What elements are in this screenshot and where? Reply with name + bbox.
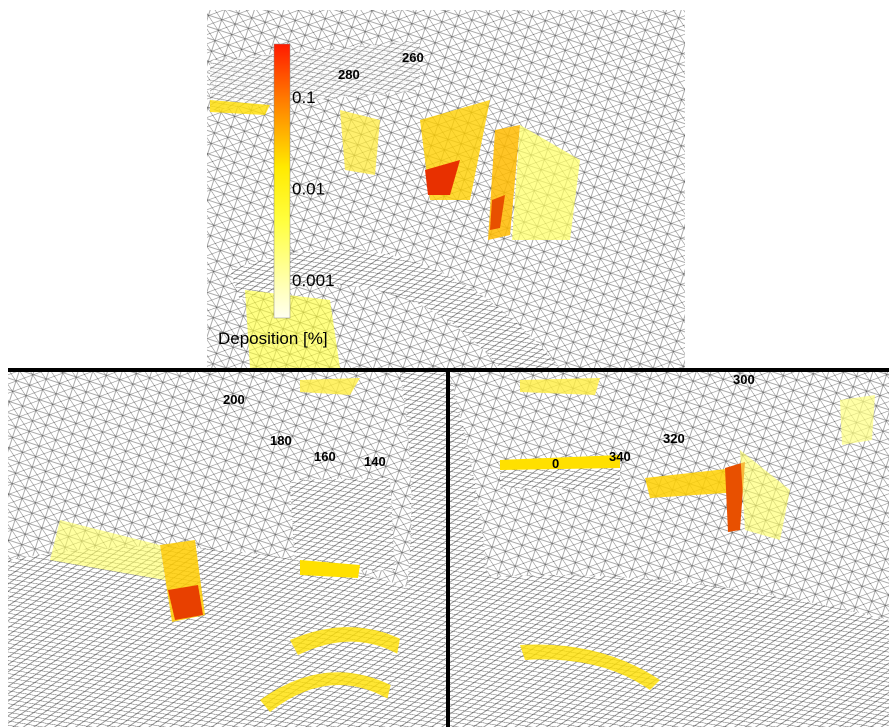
bottom-left-panel [8,372,447,727]
angle-label: 200 [223,392,245,407]
angle-label: 180 [270,433,292,448]
angle-label: 280 [338,67,360,82]
colorbar-tick: 0.01 [292,180,325,199]
visualization: Deposition [%] 0.1 0.01 0.001 260 280 200 180 1… [0,0,889,727]
bottom-right-panel [449,372,889,727]
angle-label: 0 [552,456,559,471]
page: Deposition [%] 0.1 0.01 0.001 260 280 200 180 1… [0,0,889,727]
angle-label: 320 [663,431,685,446]
colorbar [274,44,290,318]
colorbar-tick: 0.001 [292,271,335,290]
angle-label: 340 [609,449,631,464]
angle-label: 140 [364,454,386,469]
angle-label: 260 [402,50,424,65]
colorbar-tick: 0.1 [292,88,316,107]
colorbar-label: Deposition [%] [218,329,328,348]
angle-label: 300 [733,372,755,387]
angle-label: 160 [314,449,336,464]
